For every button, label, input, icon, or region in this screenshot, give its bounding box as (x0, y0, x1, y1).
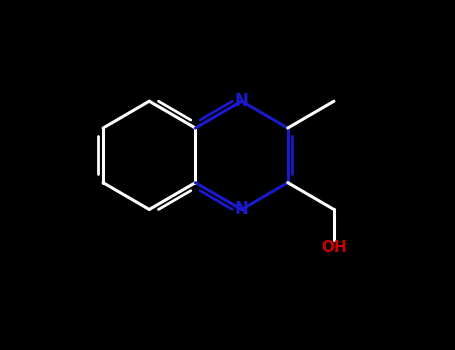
Text: N: N (235, 201, 248, 218)
Text: OH: OH (321, 240, 347, 255)
Text: N: N (235, 92, 248, 110)
